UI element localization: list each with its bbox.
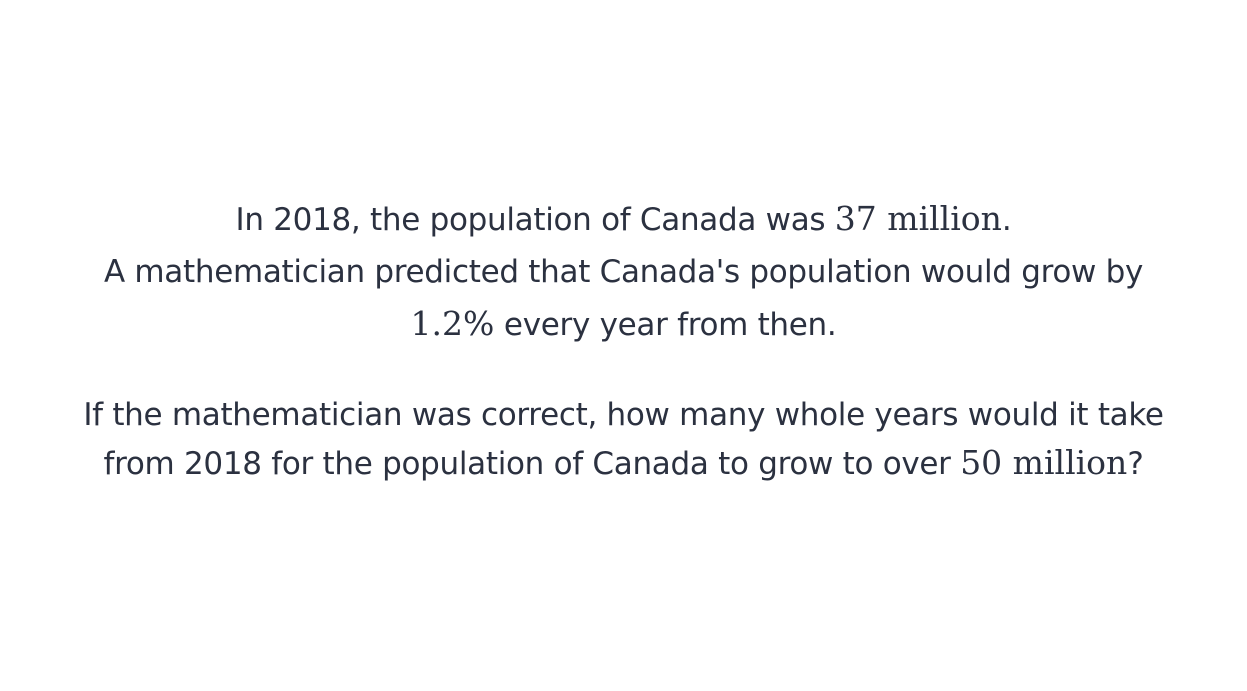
paragraph-gap xyxy=(0,351,1247,391)
question-text-part: from 2018 for the population of Canada t… xyxy=(103,446,961,482)
statement-text: every year from then. xyxy=(494,307,837,343)
question-line-2: from 2018 for the population of Canada t… xyxy=(0,439,1247,488)
question-text: In 2018, the population of Canada was 37… xyxy=(0,193,1247,488)
question-punct: ? xyxy=(1127,446,1144,482)
statement-text: In 2018, the population of Canada was xyxy=(235,202,835,238)
target-population: 50 million xyxy=(960,443,1128,482)
growth-rate: 1.2% xyxy=(410,304,495,343)
statement-punct: . xyxy=(1001,202,1012,238)
question-line-1: If the mathematician was correct, how ma… xyxy=(83,397,1164,433)
population-2018: 37 million xyxy=(834,199,1002,238)
statement-line-3: 1.2% every year from then. xyxy=(0,298,1247,351)
statement-line-1: In 2018, the population of Canada was 37… xyxy=(0,193,1247,246)
statement-line-2: A mathematician predicted that Canada's … xyxy=(103,254,1144,290)
